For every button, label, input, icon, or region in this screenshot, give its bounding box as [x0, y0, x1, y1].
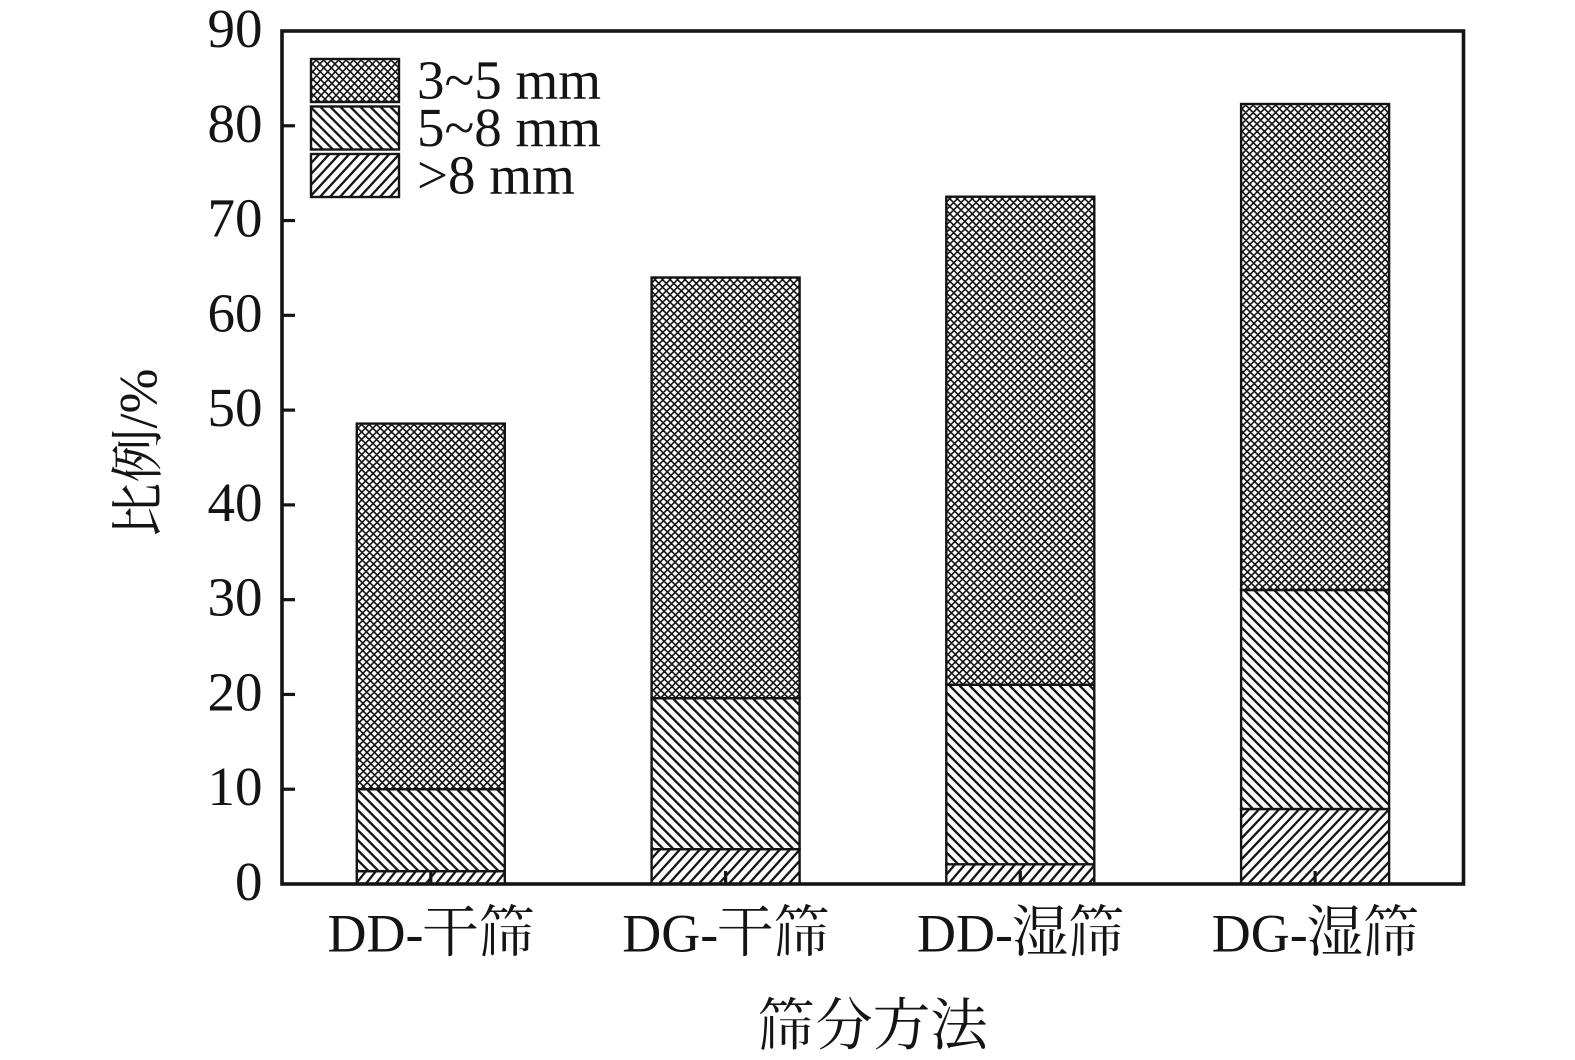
svg-text:20: 20 [208, 661, 263, 722]
svg-text:10: 10 [208, 756, 263, 817]
svg-text:DD-: DD- [327, 904, 423, 964]
svg-text:60: 60 [208, 282, 263, 343]
svg-text:>8 mm: >8 mm [417, 145, 575, 206]
svg-text:90: 90 [208, 0, 263, 59]
svg-text:50: 50 [208, 377, 263, 438]
svg-text:0: 0 [235, 851, 263, 912]
svg-text:DD-: DD- [917, 904, 1013, 964]
svg-text:80: 80 [208, 93, 263, 154]
svg-text:/%: /% [109, 368, 169, 428]
svg-text:70: 70 [208, 188, 263, 249]
svg-text:DG-: DG- [1212, 904, 1308, 964]
svg-text:40: 40 [208, 472, 263, 533]
svg-text:3~5 mm: 3~5 mm [417, 50, 601, 111]
svg-text:5~8 mm: 5~8 mm [417, 97, 601, 158]
svg-text:DG-: DG- [622, 904, 718, 964]
svg-text:30: 30 [208, 567, 263, 628]
